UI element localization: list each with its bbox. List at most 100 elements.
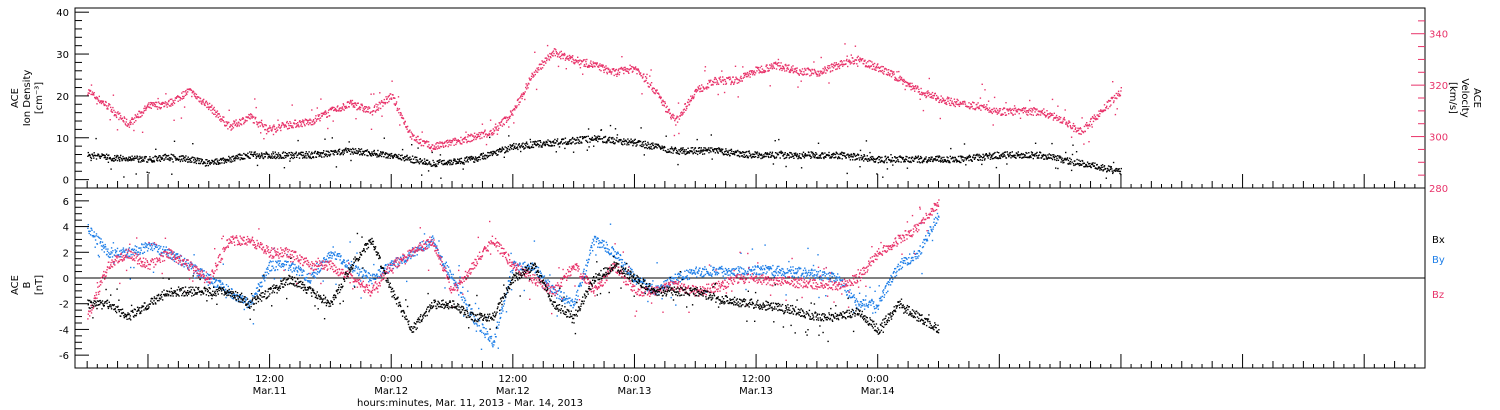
velocity-point — [170, 103, 172, 105]
velocity-point — [158, 106, 160, 108]
density-point — [181, 158, 183, 160]
density-point — [946, 159, 949, 162]
density-point — [478, 156, 481, 158]
density-point — [988, 152, 991, 154]
density-point — [1006, 163, 1008, 165]
velocity-point — [869, 60, 872, 62]
velocity-point — [368, 106, 370, 108]
velocity-point — [959, 103, 961, 106]
velocity-point — [1067, 122, 1070, 124]
density-point — [1088, 165, 1091, 167]
density-point — [570, 143, 572, 145]
velocity-point — [232, 127, 235, 129]
density-point — [793, 157, 795, 159]
velocity-point — [538, 69, 540, 71]
velocity-point — [578, 60, 580, 62]
velocity-point — [470, 140, 473, 142]
density-point — [198, 162, 200, 165]
density-point — [153, 159, 155, 162]
density-point — [569, 142, 572, 144]
by-point — [88, 232, 90, 235]
by-point — [151, 245, 153, 247]
density-point — [470, 157, 472, 159]
velocity-point — [939, 99, 941, 102]
velocity-point — [400, 117, 403, 119]
by-point — [160, 251, 162, 254]
velocity-point — [369, 107, 371, 109]
density-point — [423, 163, 425, 165]
velocity-point — [437, 145, 439, 147]
density-point — [711, 158, 713, 160]
density-point — [373, 150, 375, 153]
velocity-point — [167, 100, 170, 103]
velocity-point — [1088, 123, 1091, 126]
velocity-point — [261, 124, 264, 126]
velocity-point — [370, 93, 372, 95]
density-point — [433, 161, 435, 164]
density-point — [555, 151, 557, 153]
density-point — [324, 138, 326, 140]
velocity-point — [558, 53, 560, 55]
density-point — [772, 155, 774, 157]
density-point — [173, 155, 175, 158]
velocity-point — [200, 102, 203, 104]
density-point — [268, 156, 271, 158]
density-point — [1109, 165, 1111, 168]
density-point — [480, 153, 483, 155]
density-point — [302, 151, 304, 154]
velocity-point — [139, 112, 141, 114]
velocity-point — [257, 126, 260, 128]
density-point — [355, 152, 357, 154]
velocity-point — [103, 103, 105, 105]
velocity-point — [1082, 131, 1085, 134]
density-point — [891, 157, 894, 159]
velocity-point — [571, 56, 573, 59]
density-point — [830, 156, 832, 158]
density-point — [969, 156, 971, 158]
velocity-point — [98, 99, 100, 102]
density-point — [951, 157, 953, 159]
velocity-point — [548, 58, 550, 60]
density-point — [334, 149, 337, 152]
density-point — [299, 153, 302, 155]
density-point — [541, 144, 544, 146]
density-point — [913, 160, 915, 162]
by-point — [152, 242, 154, 244]
velocity-point — [661, 104, 664, 106]
density-point — [194, 161, 196, 163]
density-point — [467, 161, 469, 163]
velocity-point — [272, 133, 275, 136]
velocity-point — [720, 81, 723, 83]
density-point — [788, 157, 790, 159]
density-point — [814, 154, 816, 156]
by-point — [217, 284, 219, 286]
velocity-point — [451, 141, 453, 144]
velocity-point — [770, 65, 772, 67]
density-point — [934, 158, 936, 160]
velocity-point — [613, 74, 615, 77]
density-point — [530, 141, 532, 143]
by-point — [177, 263, 180, 265]
density-point — [880, 160, 882, 163]
density-point — [213, 163, 215, 165]
velocity-point — [734, 65, 737, 67]
density-point — [326, 155, 328, 158]
by-point — [151, 249, 154, 252]
velocity-point — [268, 127, 271, 129]
density-point — [873, 158, 876, 160]
velocity-point — [214, 109, 216, 111]
velocity-point — [801, 68, 804, 70]
by-point — [244, 297, 246, 300]
density-point — [360, 153, 362, 155]
density-point — [1116, 170, 1118, 172]
density-point — [984, 158, 986, 160]
density-point — [296, 156, 298, 158]
velocity-point — [423, 140, 425, 142]
density-point — [358, 148, 360, 150]
velocity-point — [172, 100, 174, 102]
density-point — [761, 154, 763, 157]
density-point — [649, 148, 651, 150]
density-point — [499, 147, 501, 150]
by-point — [128, 247, 131, 249]
